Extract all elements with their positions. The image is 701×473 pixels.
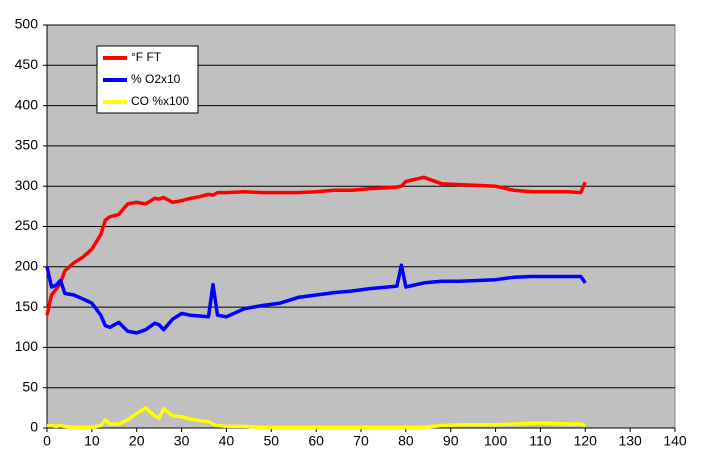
x-tick-label: 30 <box>174 433 190 449</box>
legend-label: CO %x100 <box>131 94 189 108</box>
series-line <box>45 175 587 316</box>
x-tick-label: 110 <box>529 433 552 449</box>
x-tick-label: 0 <box>43 433 51 449</box>
y-tick-label: 150 <box>15 298 39 314</box>
legend-label: °F FT <box>131 50 162 64</box>
x-tick-label: 80 <box>398 433 414 449</box>
series-line <box>47 406 586 429</box>
x-tick-label: 70 <box>353 433 369 449</box>
y-tick-label: 0 <box>30 419 38 435</box>
x-tick-label: 130 <box>618 433 642 449</box>
x-tick-label: 50 <box>263 433 279 449</box>
y-tick-label: 300 <box>15 177 39 193</box>
y-tick-label: 200 <box>15 258 39 274</box>
y-tick-label: 450 <box>15 56 39 72</box>
x-tick-label: 100 <box>484 433 508 449</box>
y-tick-label: 350 <box>15 137 39 153</box>
y-tick-label: 250 <box>15 217 39 233</box>
x-tick-label: 120 <box>574 433 598 449</box>
y-tick-label: 50 <box>22 378 38 394</box>
x-tick-label: 20 <box>129 433 145 449</box>
x-tick-label: 40 <box>219 433 235 449</box>
x-tick-label: 10 <box>84 433 100 449</box>
y-tick-label: 400 <box>15 96 39 112</box>
x-tick-label: 90 <box>443 433 459 449</box>
y-tick-label: 100 <box>15 338 39 354</box>
series-line <box>45 263 587 335</box>
x-tick-label: 140 <box>663 433 687 449</box>
legend: °F FT % O2x10 CO %x100 <box>96 45 199 114</box>
x-tick-label: 60 <box>308 433 324 449</box>
legend-label: % O2x10 <box>131 72 181 86</box>
y-tick-label: 500 <box>15 16 39 32</box>
